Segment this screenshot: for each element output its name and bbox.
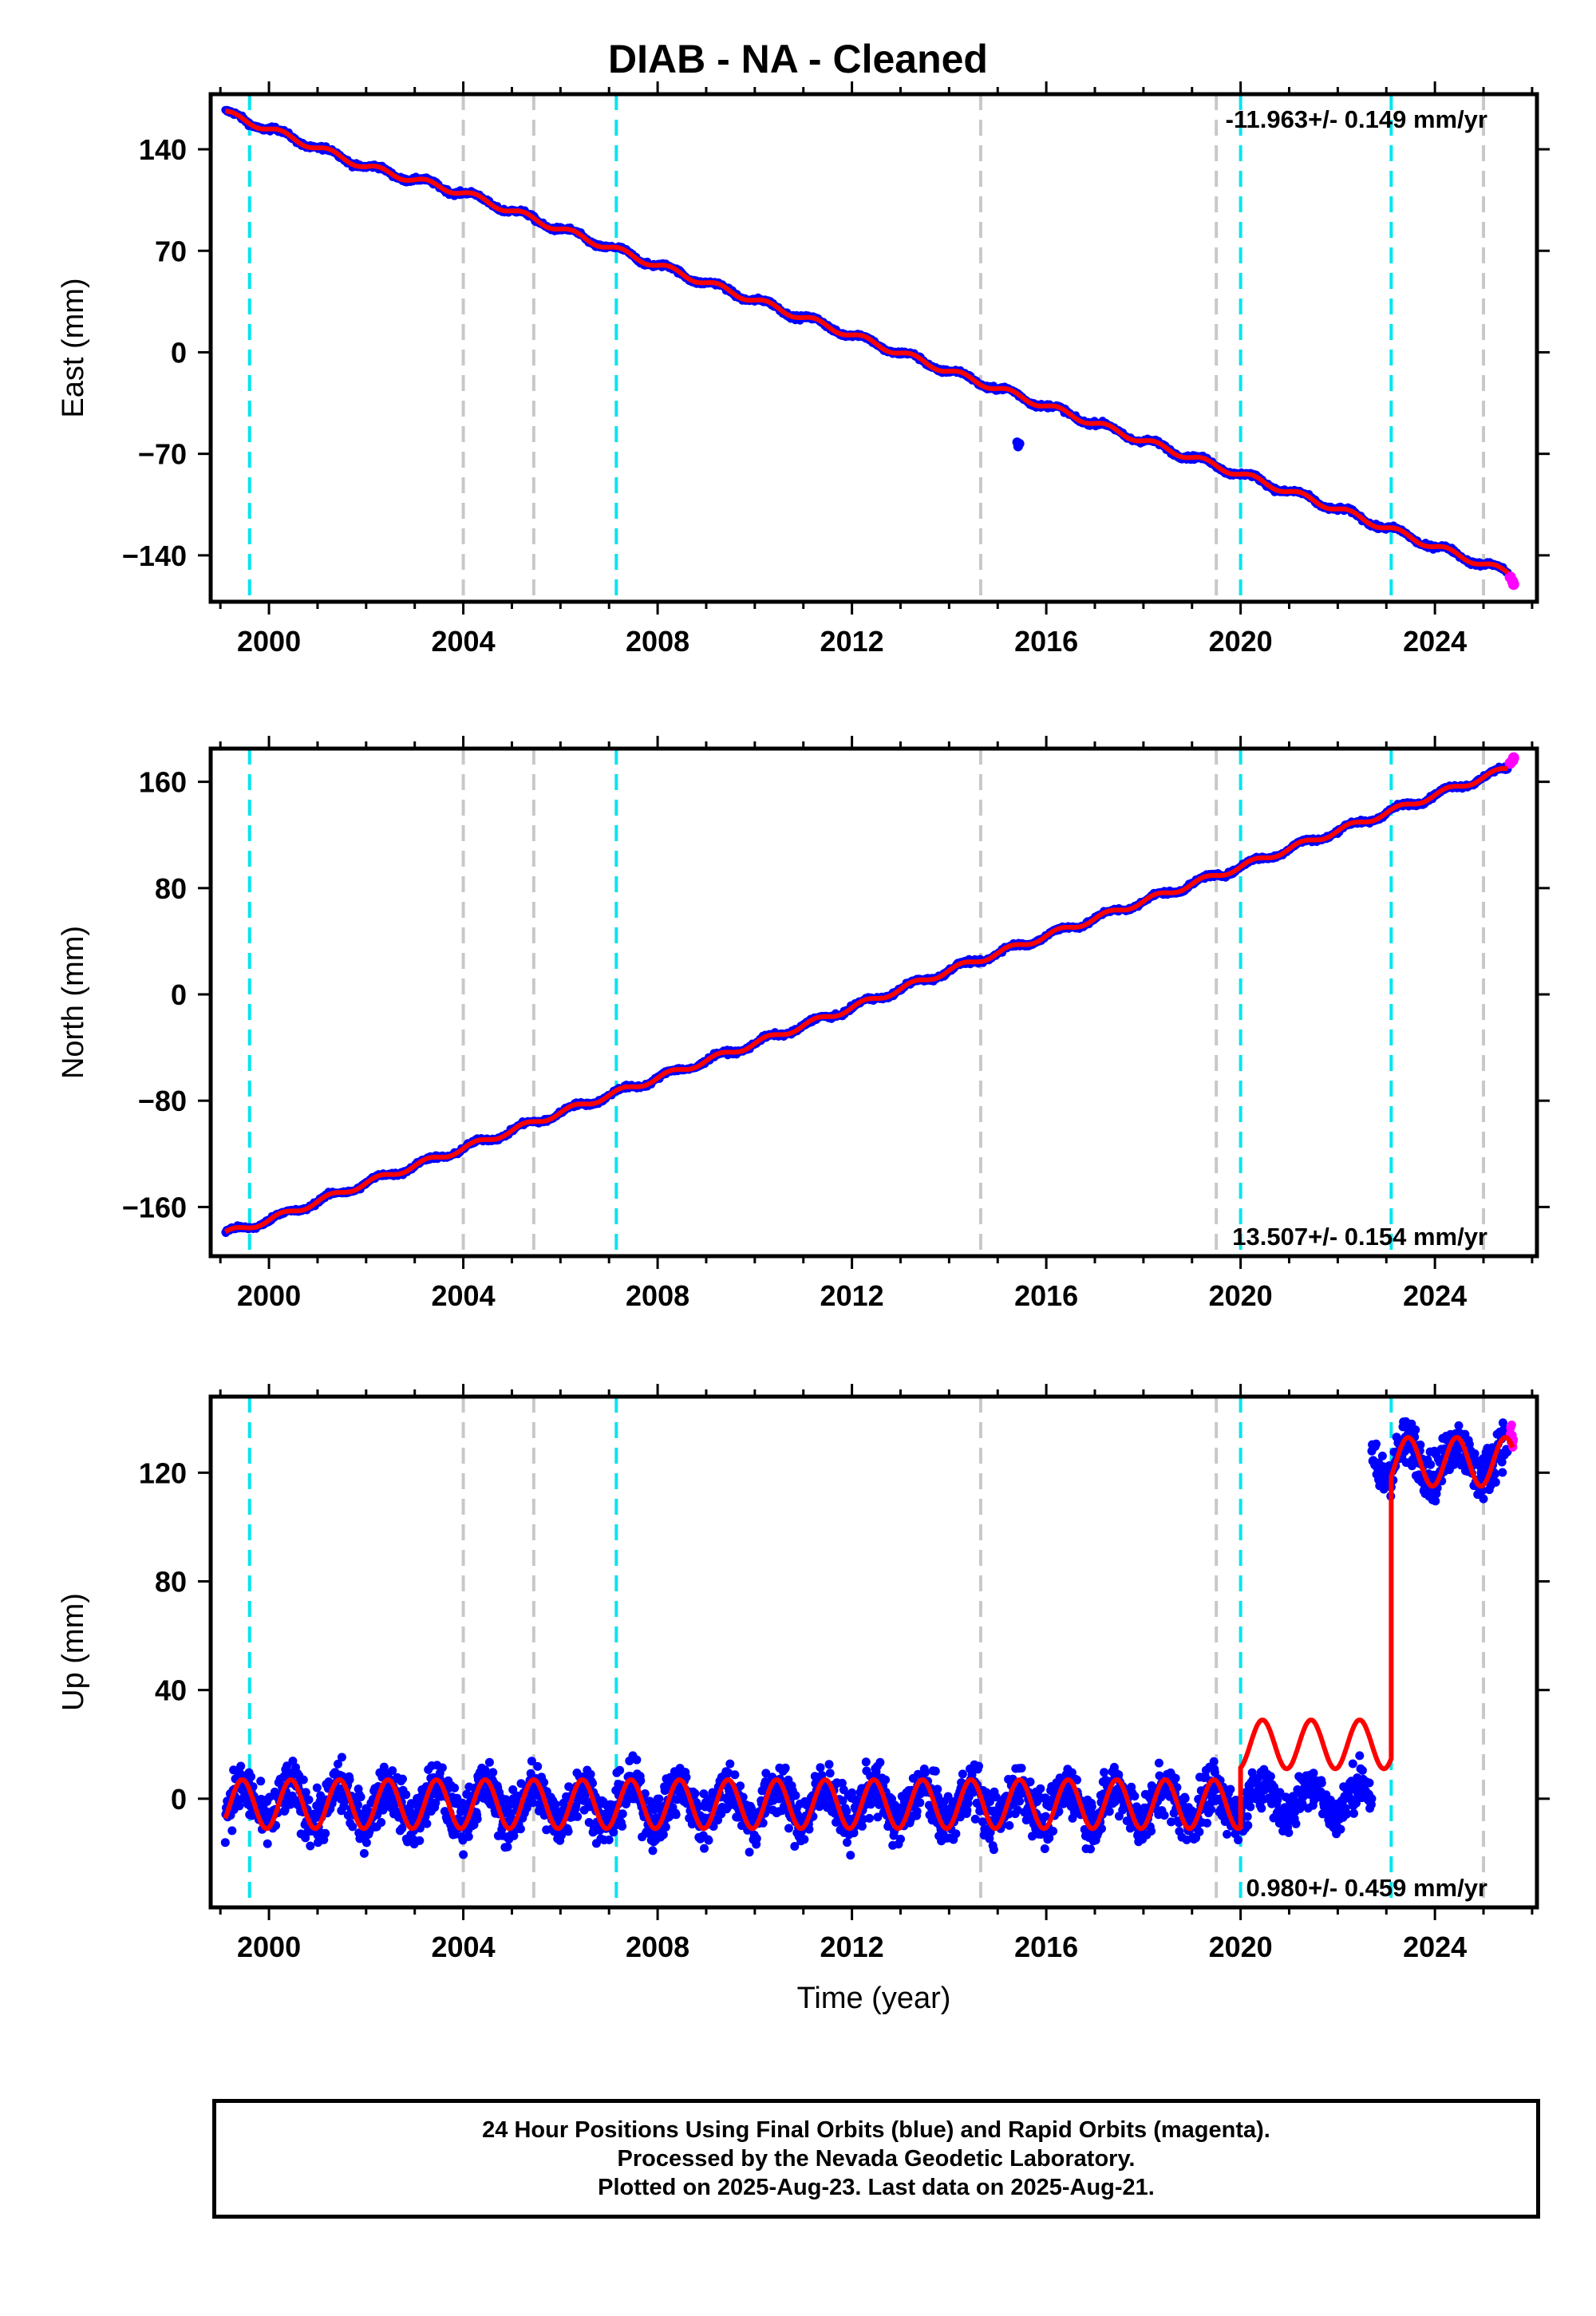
data-point — [337, 1753, 346, 1762]
model-line — [225, 109, 1510, 575]
data-point — [348, 1822, 358, 1832]
plot-frame — [208, 746, 1539, 1259]
y-tick-label: −140 — [122, 539, 187, 572]
data-point — [247, 1772, 255, 1781]
plot-area-east — [221, 94, 1519, 602]
velocity-annotation: -11.963+/- 0.149 mm/yr — [1226, 105, 1487, 133]
rapid-orbit-points — [1504, 571, 1519, 591]
x-tick-label: 2004 — [432, 625, 496, 658]
data-point — [398, 1774, 407, 1784]
data-point — [236, 1761, 246, 1771]
plot-area-up — [220, 1397, 1518, 1907]
x-tick-label: 2016 — [1014, 1279, 1078, 1312]
panel-north: 2000 2004 2008 2012 2016 2020 2024 160 80 0 −80 −16… — [57, 736, 1550, 1312]
data-point — [345, 1775, 354, 1784]
y-tick-label: −160 — [122, 1191, 187, 1223]
data-point — [312, 1783, 322, 1792]
rapid-point — [1507, 579, 1519, 591]
data-point — [306, 1841, 315, 1851]
rapid-orbit-points — [1504, 752, 1519, 769]
x-tick-label: 2008 — [626, 1279, 689, 1312]
y-axis-label: East (mm) — [57, 278, 90, 417]
data-point — [397, 1824, 407, 1833]
data-point — [388, 1766, 397, 1776]
timeseries-charts: 2000 2004 2008 2012 2016 2020 2024 140 70 0 −70 −14… — [57, 81, 1550, 2015]
x-tick-label: 2016 — [1014, 625, 1078, 658]
data-point — [220, 1838, 230, 1848]
x-tick-label: 2000 — [237, 625, 301, 658]
data-point — [401, 1790, 411, 1800]
rapid-point — [1507, 752, 1519, 764]
x-tick-label: 2020 — [1209, 625, 1273, 658]
data-point — [280, 1805, 290, 1815]
data-point — [298, 1775, 308, 1784]
y-tick-label: 140 — [139, 133, 187, 166]
y-axis-label: North (mm) — [57, 926, 90, 1079]
velocity-annotation: 13.507+/- 0.154 mm/yr — [1232, 1223, 1487, 1251]
y-tick-label: 160 — [139, 766, 187, 799]
x-tick-label: 2024 — [1403, 625, 1467, 658]
data-point — [377, 1818, 386, 1827]
y-tick-label: 0 — [171, 978, 187, 1011]
data-point — [304, 1795, 314, 1804]
data-point — [361, 1838, 371, 1848]
y-tick-label: 0 — [171, 336, 187, 369]
x-tick-label: 2012 — [820, 1279, 884, 1312]
model-line — [223, 766, 1508, 1235]
y-tick-label: 80 — [155, 872, 187, 905]
x-tick-label: 2000 — [237, 1279, 301, 1312]
chart-title: DIAB - NA - Cleaned — [608, 37, 988, 81]
data-point — [263, 1839, 272, 1848]
data-point — [359, 1848, 369, 1858]
outlier-point — [1014, 438, 1025, 449]
data-point — [235, 1801, 244, 1811]
y-tick-label: 70 — [155, 235, 187, 267]
data-point — [356, 1792, 365, 1802]
plot-area-north — [221, 749, 1519, 1256]
x-tick-label: 2008 — [626, 625, 689, 658]
data-point — [321, 1828, 330, 1838]
data-point — [227, 1826, 237, 1836]
x-tick-label: 2020 — [1209, 1279, 1273, 1312]
data-point — [301, 1788, 310, 1797]
x-tick-label: 2024 — [1403, 1279, 1467, 1312]
plot-frame — [208, 92, 1539, 604]
data-point — [256, 1777, 266, 1786]
y-tick-label: −80 — [138, 1085, 187, 1117]
x-tick-label: 2012 — [820, 625, 884, 658]
y-tick-label: −70 — [138, 438, 187, 471]
x-tick-label: 2004 — [432, 1279, 496, 1312]
data-point — [354, 1800, 362, 1810]
panel-east: 2000 2004 2008 2012 2016 2020 2024 140 70 0 −70 −14… — [57, 81, 1550, 658]
data-point — [334, 1759, 342, 1769]
